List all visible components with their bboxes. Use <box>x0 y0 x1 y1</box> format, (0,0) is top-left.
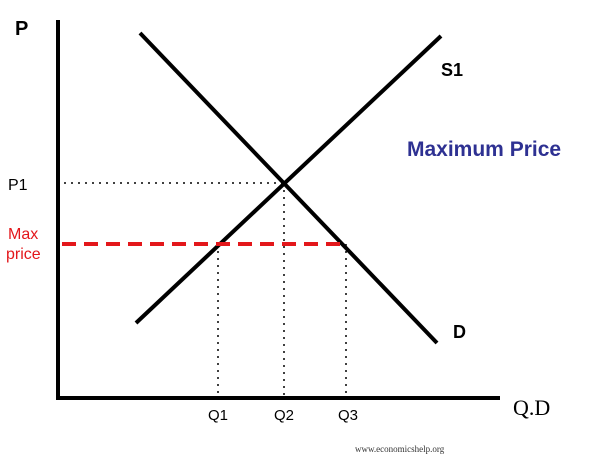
x-axis-label: Q.D <box>513 395 550 420</box>
supply-curve-label: S1 <box>441 60 463 80</box>
y-axis-label: P <box>15 18 28 40</box>
q2-label: Q2 <box>274 407 294 424</box>
q1-label: Q1 <box>208 407 228 424</box>
max-price-label-line2: price <box>6 246 41 263</box>
demand-curve <box>138 31 439 345</box>
max-price-label-line1: Max <box>8 226 38 243</box>
p1-label: P1 <box>8 177 28 194</box>
q3-label: Q3 <box>338 407 358 424</box>
supply-curve <box>134 34 443 325</box>
source-credit: www.economicshelp.org <box>355 444 445 454</box>
diagram-title: Maximum Price <box>407 138 561 161</box>
demand-curve-label: D <box>453 322 466 342</box>
